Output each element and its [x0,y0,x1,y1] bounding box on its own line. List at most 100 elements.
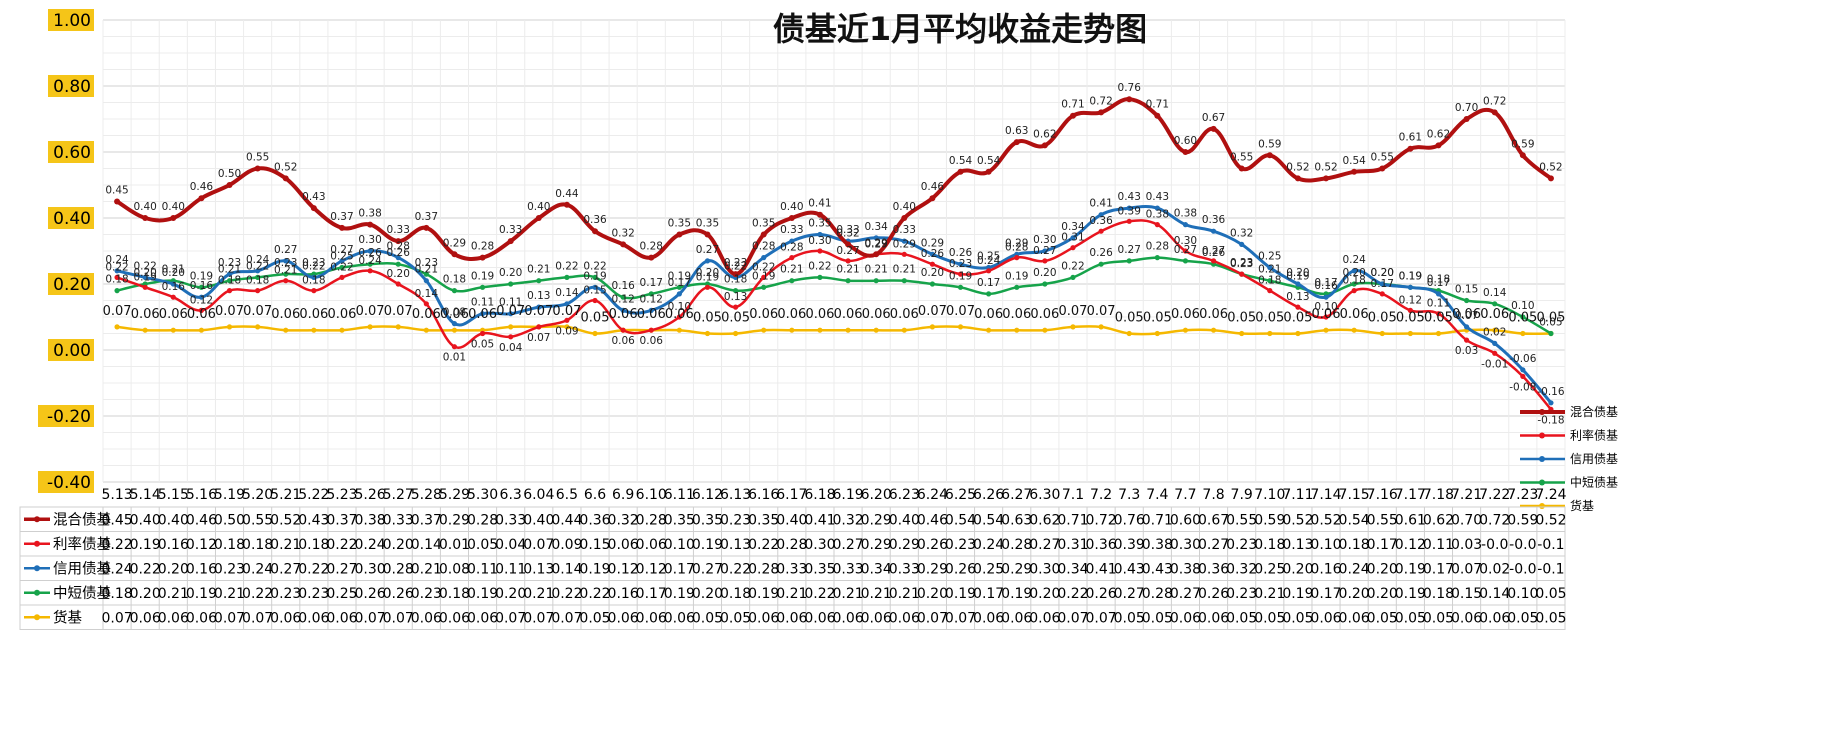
table-cell: 0.18 [101,586,132,602]
data-label: 0.55 [1371,152,1394,164]
legend-label: 信用债基 [1570,452,1618,466]
table-cell: 0.19 [748,586,779,602]
data-label: 0.17 [1371,278,1394,290]
data-point [1463,297,1470,304]
x-tick-label: 7.23 [1507,487,1538,503]
data-label: 0.07 [946,304,975,319]
table-cell: 0.28 [748,561,779,577]
table-cell: 0.10 [664,537,695,553]
table-cell: 0.10 [1310,537,1341,553]
table-cell: 0.11 [1423,537,1454,553]
table-cell: 0.33 [832,561,863,577]
data-label: 0.35 [752,218,775,230]
data-point [311,327,317,333]
table-cell: 0.13 [523,561,554,577]
data-point [367,248,373,254]
y-tick-label-bg [48,273,94,295]
data-label: 0.11 [499,297,522,309]
data-point [901,238,907,244]
data-point [592,274,598,280]
table-cell: 0.52 [1535,512,1566,528]
table-cell: 0.06 [804,610,835,626]
table-cell: 0.30 [1029,561,1060,577]
table-cell: 0.45 [101,512,132,528]
data-point [1351,288,1357,294]
legend-marker [1539,409,1545,415]
data-point [395,281,401,287]
table-cell: 0.27 [1114,586,1145,602]
data-label: 0.19 [1399,270,1422,282]
table-cell: 0.25 [326,586,357,602]
data-label: 0.20 [1286,267,1309,279]
table-cell: 0.29 [861,512,892,528]
data-label: 0.06 [187,307,216,322]
data-label: 0.06 [271,307,300,322]
data-labels: 0.07 0.06 0.06 0.06 0.07 0.07 0.06 0.06 0.06 0.07… [103,82,1566,426]
data-point [536,304,542,310]
data-label: 0.36 [583,214,607,226]
y-tick-label-bg [48,9,94,31]
data-point [704,231,711,238]
data-point [1295,330,1301,337]
table-cell: 0.29 [889,537,920,553]
x-tick-label: 5.19 [214,487,245,503]
data-point [1042,327,1048,333]
data-label: 0.62 [1033,128,1056,140]
data-point [1154,205,1160,211]
data-point [1013,139,1020,146]
data-label: 0.07 [552,304,581,319]
data-point [170,215,177,221]
table-cell: 0.54 [1339,512,1370,528]
data-point [1435,330,1442,337]
data-label: 0.22 [302,260,325,272]
x-axis: 5.135.145.155.165.195.205.215.225.235.26… [101,487,1566,503]
y-tick-label-bg [38,405,94,427]
table-cell: 0.25 [1254,561,1285,577]
x-tick-label: 7.10 [1254,487,1285,503]
data-point [254,165,261,172]
data-point [423,224,430,231]
table-cell: 0.14 [1479,586,1510,602]
data-point [367,324,373,330]
table-cell: 0.17 [1367,537,1398,553]
x-tick-label: 6.30 [1029,487,1060,503]
table-cell: 0.27 [832,537,863,553]
data-label: 0.06 [637,307,666,322]
table-cell: 0.24 [1339,561,1370,577]
x-tick-label: 5.21 [270,487,301,503]
data-label: 0.07 [243,304,272,319]
data-label: 0.29 [864,238,887,250]
table-cell: 0.16 [608,586,639,602]
data-label: 0.22 [808,260,831,272]
data-label: 0.07 [1059,304,1088,319]
table-cell: 0.33 [889,561,920,577]
data-label: 0.40 [780,201,803,213]
data-point [789,238,795,244]
y-tick-label: -0.40 [47,473,91,493]
table-cell: 0.17 [1310,586,1341,602]
data-point [957,261,964,267]
table-cell: 0.07 [242,610,273,626]
data-label: 0.18 [443,274,466,286]
data-label: 0.06 [749,307,778,322]
table-cell: 0.38 [355,512,386,528]
data-label: 0.27 [696,244,719,256]
table-cell: 0.16 [1310,561,1341,577]
table-cell: 0.67 [1198,512,1229,528]
data-point [1267,264,1273,271]
data-label: 0.19 [133,271,156,283]
x-tick-label: 5.28 [411,487,442,503]
table-cell: 0.33 [383,512,414,528]
data-label: 0.52 [1314,161,1337,173]
data-label: 0.06 [440,307,469,322]
data-point [1492,340,1498,346]
data-label: 0.72 [1483,95,1506,107]
data-label: 0.27 [836,245,859,257]
data-point [1098,261,1104,267]
data-label: 0.30 [1033,234,1056,246]
data-label: 0.07 [527,332,550,344]
data-point [1098,228,1104,234]
table-cell: 0.29 [1001,561,1032,577]
data-point [620,307,626,313]
data-label: 0.55 [246,152,269,164]
